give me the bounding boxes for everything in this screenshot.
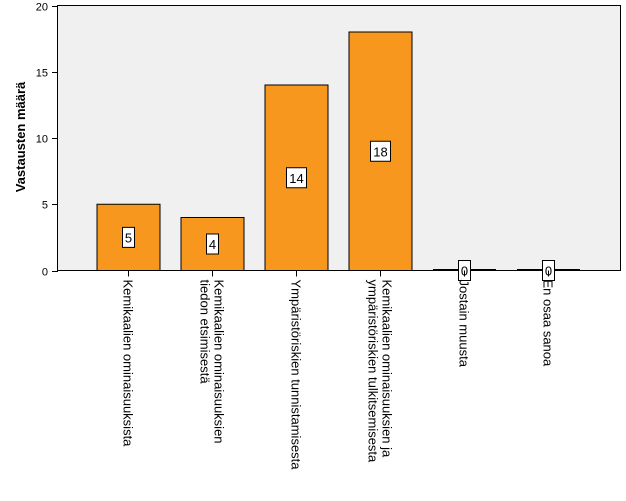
y-axis: 0 5 10 15 20 bbox=[36, 2, 58, 279]
x-tick-label-1-line-1: tiedon etsimisestä bbox=[198, 280, 213, 385]
x-tick-label-2: Ympäristöriskien tunnistamisesta bbox=[289, 280, 304, 471]
y-axis-title: Vastausten määrä bbox=[13, 81, 28, 192]
y-tick-label-1: 5 bbox=[42, 200, 48, 212]
x-tick-label-1-line-0: Kemikaalien ominaisuuksien bbox=[212, 280, 227, 444]
data-label-box-3 bbox=[370, 140, 391, 162]
x-tick-label-5: En osaa sanoa bbox=[541, 280, 556, 368]
x-tick-label-2-line-0: Ympäristöriskien tunnistamisesta bbox=[289, 280, 304, 471]
x-tick-label-0-line-0: Kemikaalien ominaisuuksista bbox=[121, 280, 136, 448]
data-label-box-2 bbox=[286, 167, 307, 189]
x-tick-label-3: Kemikaalien ominaisuuksien jaympäristöri… bbox=[366, 280, 395, 464]
x-tick-label-3-line-1: ympäristöriskien tulkitsemisesta bbox=[366, 280, 381, 464]
data-label-2: 14 bbox=[289, 171, 303, 186]
y-tick-label-4: 20 bbox=[36, 2, 48, 14]
y-tick-label-0: 0 bbox=[42, 267, 48, 279]
x-axis-labels: Kemikaalien ominaisuuksista Kemikaalien o… bbox=[121, 270, 556, 471]
x-tick-label-3-line-0: Kemikaalien ominaisuuksien ja bbox=[380, 280, 395, 459]
data-label-box-1 bbox=[206, 233, 219, 255]
x-tick-label-1: Kemikaalien ominaisuuksientiedon etsimis… bbox=[198, 280, 227, 444]
x-tick-label-4: Jostain muusta bbox=[457, 280, 472, 368]
data-label-box-0 bbox=[122, 226, 135, 248]
data-label-3: 18 bbox=[373, 144, 387, 159]
x-tick-label-0: Kemikaalien ominaisuuksista bbox=[121, 280, 136, 448]
y-tick-label-3: 15 bbox=[36, 68, 48, 80]
data-label-1: 4 bbox=[209, 237, 216, 252]
data-label-0: 5 bbox=[125, 230, 132, 245]
y-tick-label-2: 10 bbox=[36, 134, 48, 146]
x-tick-label-5-line-0: En osaa sanoa bbox=[541, 280, 556, 368]
x-tick-label-4-line-0: Jostain muusta bbox=[457, 280, 472, 368]
